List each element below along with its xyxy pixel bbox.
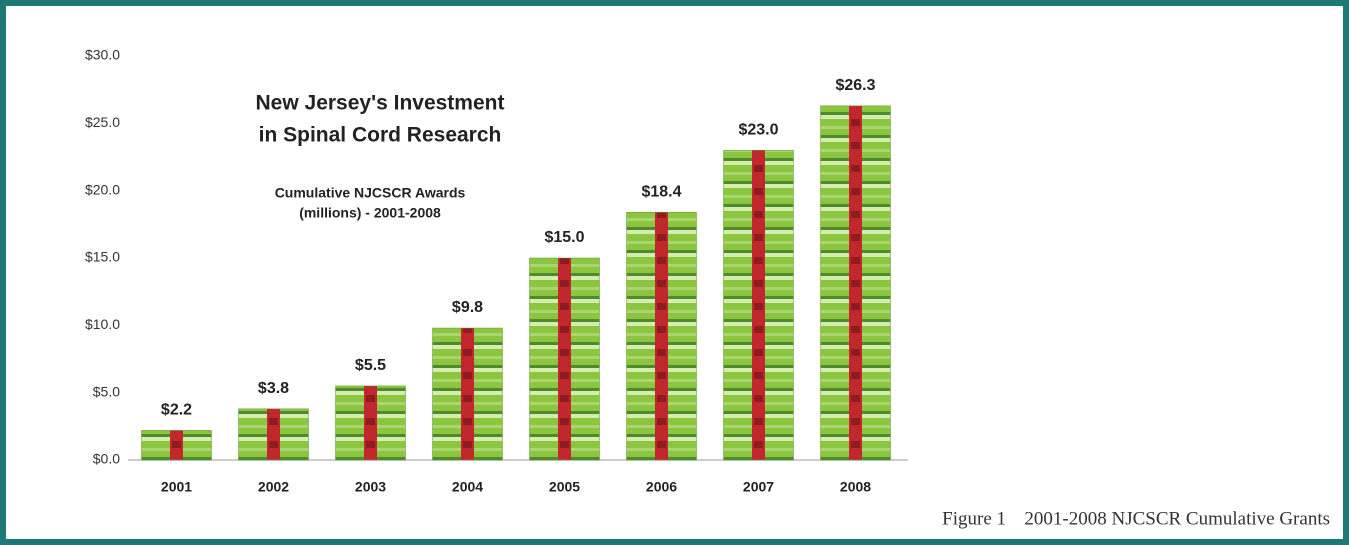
value-label: $2.2 [161,402,192,419]
y-tick-label: $20.0 [85,181,120,197]
bar [238,408,309,461]
chart-title-line: New Jersey's Investment [256,92,505,115]
y-tick-label: $15.0 [85,249,120,265]
caption-label: Figure 1 [942,508,1006,529]
value-label: $3.8 [258,380,289,397]
x-tick-label: 2001 [161,479,192,495]
bar [335,385,406,461]
x-tick-label: 2006 [646,479,677,495]
x-tick-label: 2007 [743,479,774,495]
y-tick-label: $10.0 [85,316,120,332]
x-tick-label: 2005 [549,479,580,495]
value-label: $15.0 [544,229,584,246]
bar [723,150,794,461]
chart-subtitle-line: Cumulative NJCSCR Awards [275,185,466,201]
x-tick-label: 2004 [452,479,483,495]
y-tick-label: $0.0 [93,451,120,467]
x-tick-label: 2002 [258,479,289,495]
bar [529,257,600,461]
bar [820,105,891,461]
value-label: $9.8 [452,299,483,316]
x-tick-label: 2008 [840,479,871,495]
value-label: $18.4 [641,183,681,200]
y-tick-label: $25.0 [85,114,120,130]
chart-subtitle-line: (millions) - 2001-2008 [299,205,441,221]
y-tick-label: $5.0 [93,383,120,399]
chart-title-line: in Spinal Cord Research [259,124,502,147]
y-tick-label: $30.0 [85,47,120,63]
x-tick-label: 2003 [355,479,386,495]
value-label: $23.0 [738,121,778,138]
value-label: $5.5 [355,357,386,374]
bar [626,211,697,461]
bar [432,327,503,461]
value-label: $26.3 [835,77,875,94]
bar [141,430,212,461]
caption-text: 2001-2008 NJCSCR Cumulative Grants [1024,508,1330,529]
